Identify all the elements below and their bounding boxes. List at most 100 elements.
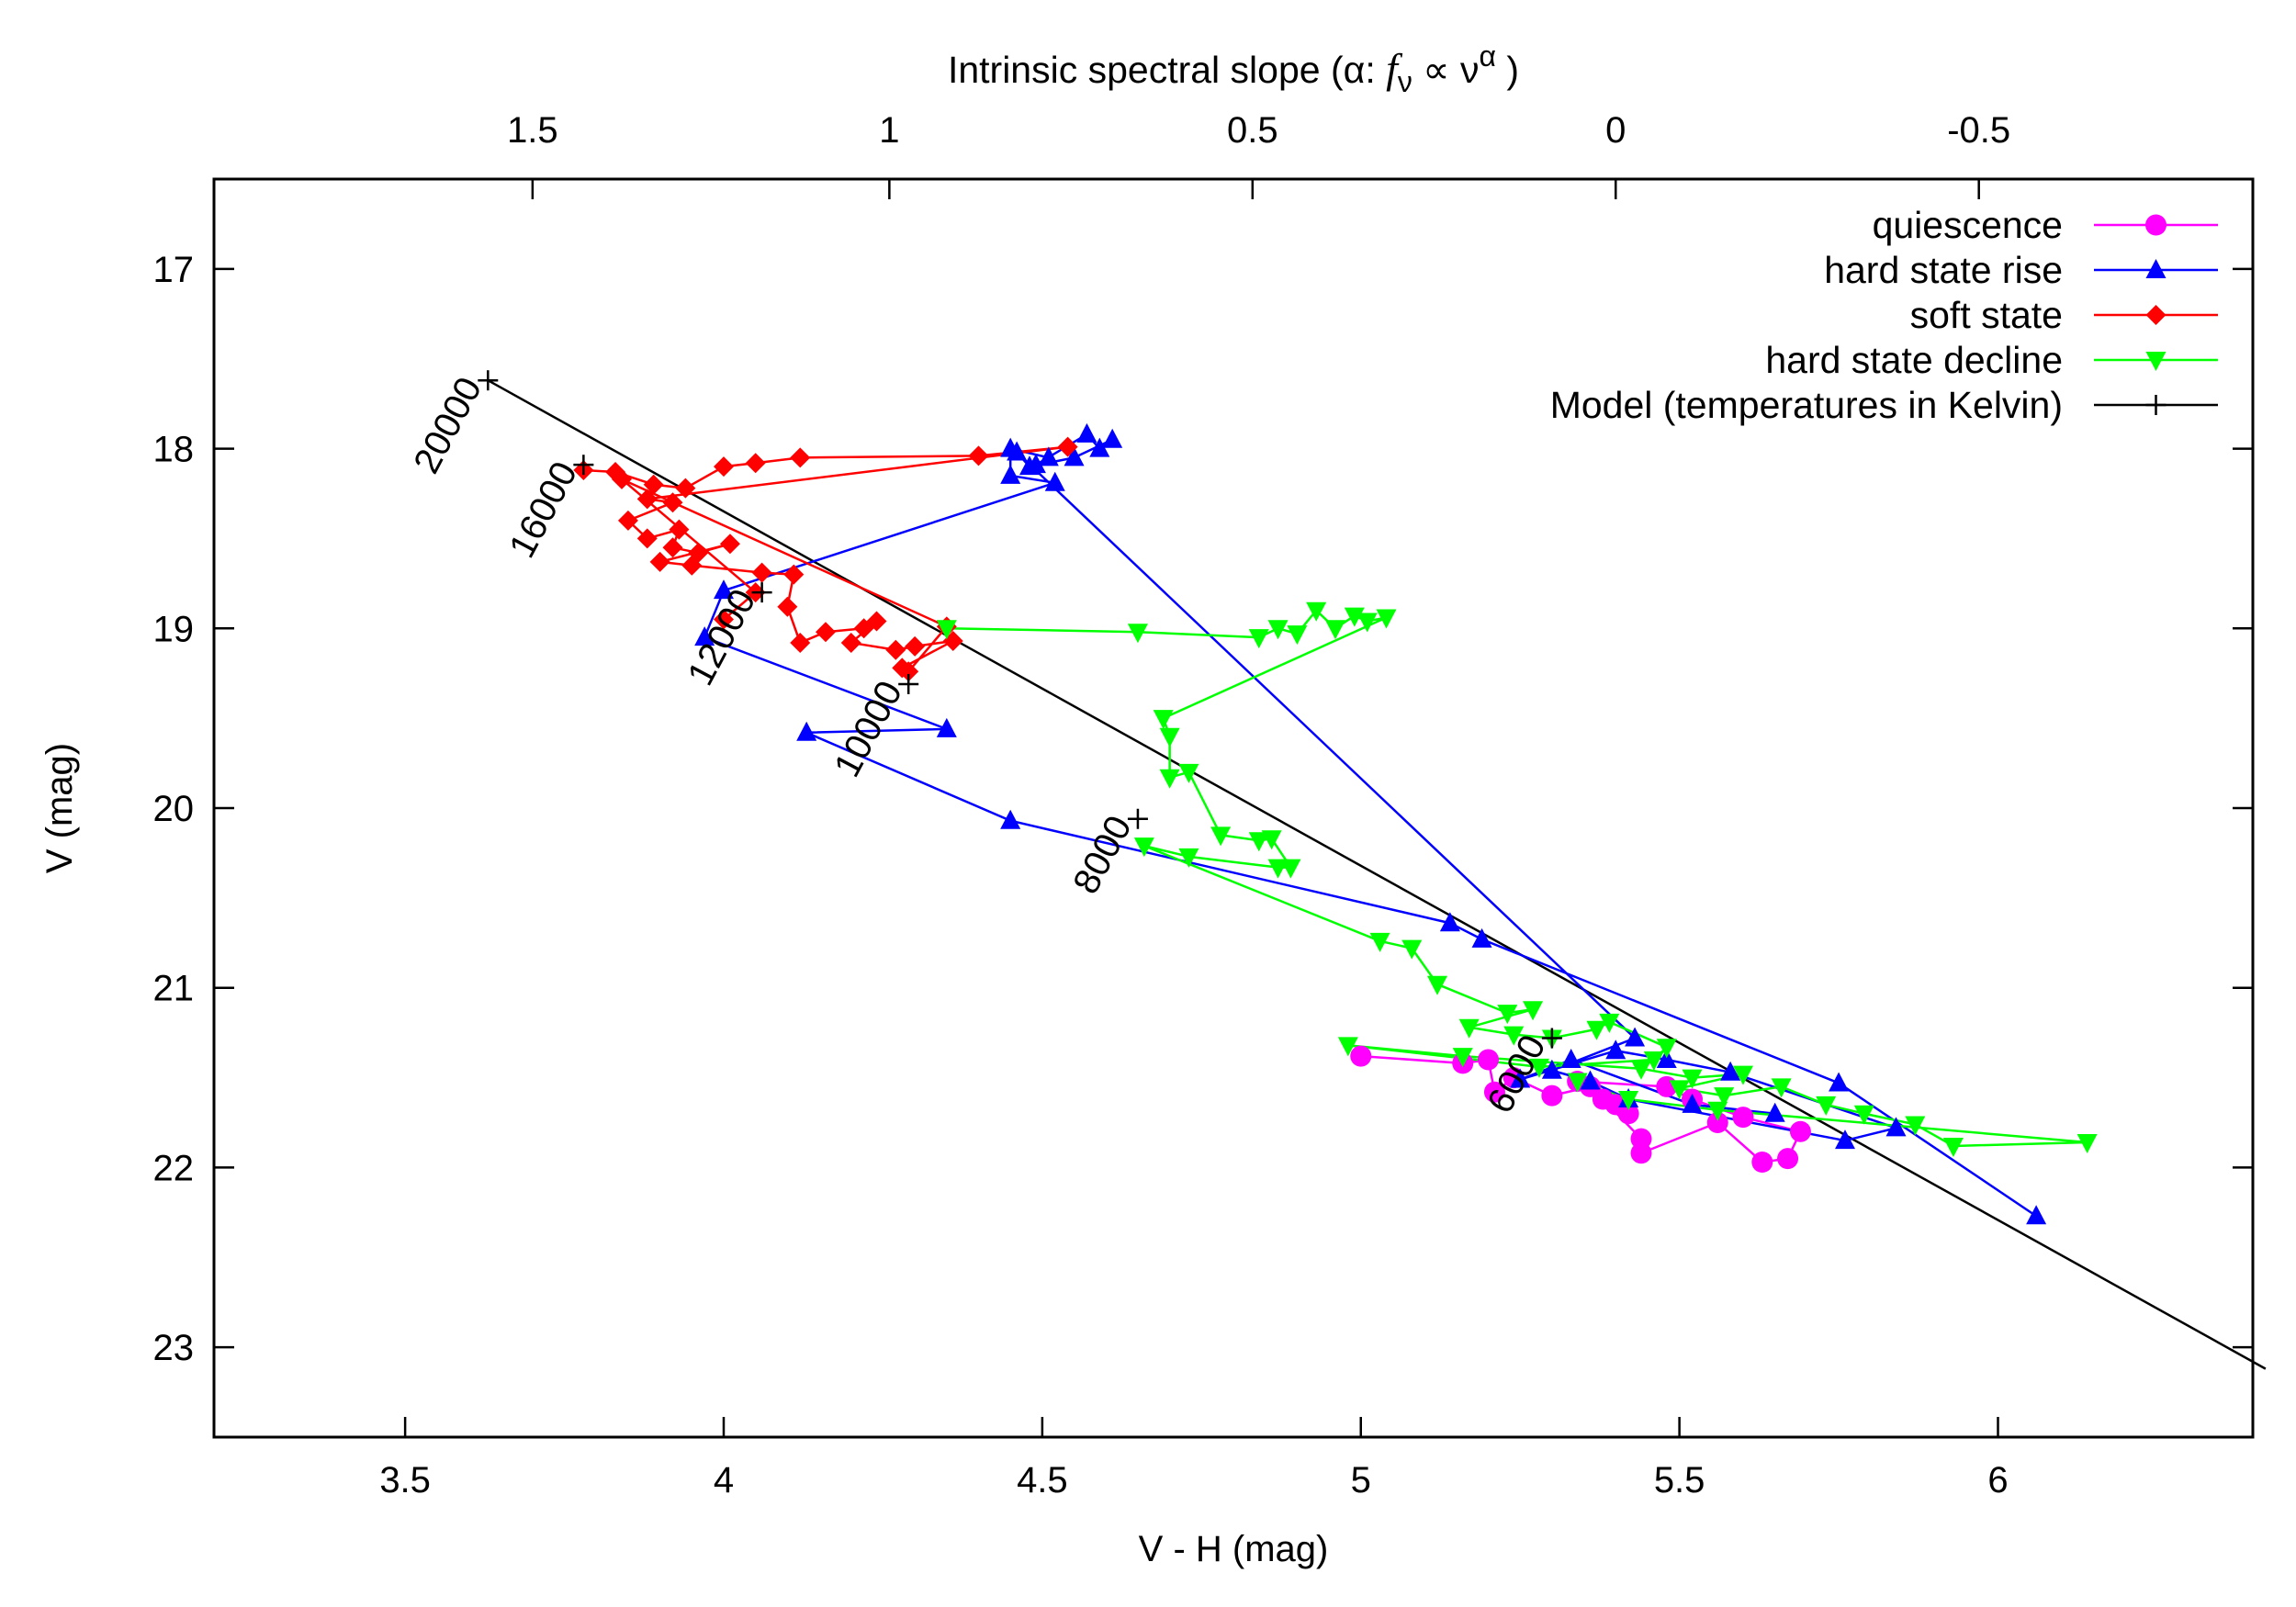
hard-state-decline-point [1427, 975, 1447, 995]
soft-state-point [840, 632, 861, 653]
soft-state-point [714, 456, 734, 478]
model-temperature-label: 8000 [1065, 809, 1140, 900]
top-axis-title-alpha-sup: α [1479, 39, 1496, 73]
hard-state-decline-point [1682, 1069, 1703, 1089]
hard-state-decline-point [1503, 1026, 1525, 1046]
quiescence-point [1592, 1088, 1614, 1110]
hard-state-rise-point [1580, 1070, 1601, 1090]
soft-state-point [669, 519, 690, 540]
legend-label-quiescence: quiescence [1873, 204, 2063, 246]
soft-state-point [751, 562, 772, 583]
hard-state-decline-point [1369, 932, 1390, 952]
hard-state-decline-point [1452, 1048, 1473, 1068]
hard-state-decline-point [1248, 629, 1269, 649]
soft-state-point [777, 596, 798, 617]
hard-state-decline-point [1267, 620, 1289, 640]
quiescence-point [1789, 1120, 1811, 1142]
y-axis-title: V (mag) [39, 743, 80, 873]
hard-state-rise-point [1605, 1039, 1626, 1060]
soft-state-point [636, 489, 658, 510]
soft-state-point [617, 510, 638, 531]
plot-marks [573, 422, 2098, 1225]
hard-state-rise-point [1885, 1117, 1907, 1137]
hard-state-decline-point [1153, 710, 1174, 730]
soft-state-point [783, 564, 805, 585]
hard-state-rise-point [1102, 428, 1123, 448]
hard-state-rise-point [796, 721, 817, 741]
hard-state-rise-point [1835, 1129, 1855, 1150]
hard-state-rise-point [1560, 1049, 1581, 1068]
hard-state-decline-point [1523, 1001, 1544, 1021]
y-tick-label: 23 [153, 1328, 195, 1368]
hard-state-rise-point [1439, 912, 1460, 932]
hard-state-decline-point [1733, 1065, 1753, 1085]
x-tick-label: 4 [714, 1460, 734, 1500]
hard-state-decline-point [1344, 607, 1365, 627]
quiescence-point [1777, 1148, 1799, 1170]
hard-state-rise-point [1064, 446, 1085, 466]
soft-state-point [636, 528, 658, 549]
axis-ticks: 3.5 4 4.5 5 5.5 6 17 18 19 20 21 22 23 1.5 1 0.5 0 -0.5 [153, 110, 2253, 1500]
hard-state-rise-point [1019, 455, 1040, 476]
hard-state-decline-point [1458, 1018, 1480, 1039]
x-tick-label: 4.5 [1017, 1460, 1068, 1500]
hard-state-rise-point [1541, 1059, 1562, 1079]
soft-state-point [675, 478, 696, 499]
hard-state-decline-point [1942, 1137, 1964, 1157]
model-temperature-label: 20000 [406, 371, 490, 480]
hard-state-rise-point [1829, 1072, 1850, 1092]
legend-marker-quiescence [2145, 214, 2167, 236]
hard-state-decline-point [1714, 1087, 1735, 1107]
hard-state-decline-point [936, 620, 957, 640]
hard-state-rise-point [694, 626, 715, 646]
soft-state-point [662, 492, 683, 513]
hard-state-decline-point [1586, 1020, 1607, 1040]
hard-state-decline-point [1325, 620, 1345, 640]
hard-state-decline-point [1248, 832, 1269, 852]
hard-state-rise-point [1076, 422, 1097, 443]
hard-state-decline-point [1816, 1096, 1837, 1116]
x-tick-label: 6 [1987, 1460, 2008, 1500]
top-axis-title-prefix: Intrinsic spectral slope ( [948, 49, 1344, 91]
hard-state-decline-point [1337, 1037, 1358, 1057]
hard-state-decline-point [1618, 1091, 1639, 1111]
plot-lines [487, 379, 2267, 1370]
y-tick-label: 18 [153, 430, 195, 470]
soft-state-point [866, 611, 887, 632]
hard-state-decline-point [1178, 763, 1199, 783]
hard-state-decline-point [1178, 848, 1199, 868]
hard-state-rise-point [1625, 1027, 1646, 1047]
quiescence-point [1617, 1103, 1639, 1125]
x-tick-label: 5.5 [1654, 1460, 1705, 1500]
x2-tick-label: 1 [879, 110, 899, 151]
hard-state-rise-point [1007, 441, 1028, 461]
hard-state-decline-point [1567, 1073, 1588, 1093]
quiescence-point [1732, 1107, 1754, 1129]
legend-label-model: Model (temperatures in Kelvin) [1550, 384, 2063, 426]
top-axis-title-colon: : [1365, 49, 1386, 91]
hard-state-decline-point [1771, 1078, 1792, 1098]
hard-state-decline-point [1306, 601, 1327, 622]
legend-label-hard: hard state decline [1765, 339, 2063, 381]
x-axis-title: V - H (mag) [1139, 1529, 1329, 1569]
x2-tick-label: -0.5 [1947, 110, 2010, 151]
x2-tick-label: 0 [1605, 110, 1626, 151]
legend-marker-soft [2145, 305, 2167, 325]
hard-state-decline-point [1529, 1058, 1549, 1078]
hard-state-decline-point [1133, 837, 1154, 858]
soft-state-point [1057, 436, 1078, 457]
hard-state-rise-point [1682, 1093, 1703, 1113]
soft-state-point [745, 453, 766, 474]
top-axis-title-nu-sub: ν [1398, 65, 1412, 98]
hard-state-rise-point [1656, 1049, 1677, 1068]
legend-label-soft: soft state [1910, 294, 2063, 336]
quiescence-point [1478, 1049, 1499, 1071]
x2-tick-label: 0.5 [1227, 110, 1278, 151]
soft-state-point [681, 555, 703, 576]
top-axis-title-suffix: ) [1496, 49, 1519, 91]
model-temperature-label: 10000 [827, 675, 910, 784]
hard-state-rise-point [936, 717, 957, 737]
soft-state-point [714, 609, 734, 630]
